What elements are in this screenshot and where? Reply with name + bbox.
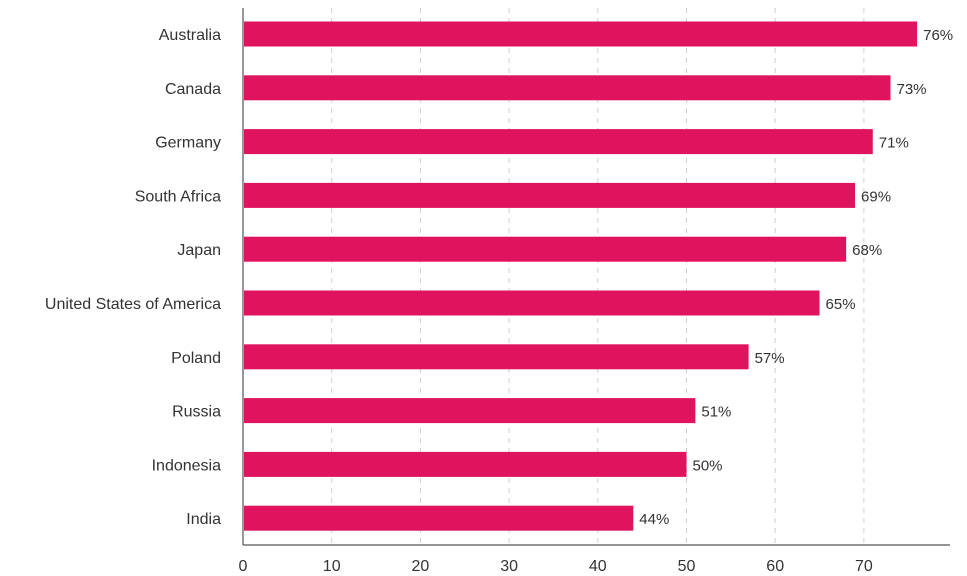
category-label: Russia: [172, 404, 221, 421]
x-tick-label: 70: [855, 558, 873, 575]
bar-canada[interactable]: [244, 75, 891, 101]
bar-australia[interactable]: [244, 21, 918, 47]
data-label: 57%: [755, 350, 785, 367]
x-tick-label: 40: [589, 558, 607, 575]
data-label: 65%: [826, 296, 856, 313]
category-label: India: [186, 511, 221, 528]
bar-germany[interactable]: [244, 129, 873, 155]
data-label: 71%: [879, 135, 909, 152]
category-label: United States of America: [45, 296, 221, 313]
x-tick-label: 10: [323, 558, 341, 575]
data-label: 73%: [897, 81, 927, 98]
bars: Australia 76% Canada 73% Germany 71% South Afr…: [45, 21, 953, 531]
category-label: Indonesia: [152, 457, 221, 474]
x-tick-label: 50: [678, 558, 696, 575]
bar-india[interactable]: [244, 505, 634, 531]
data-label: 76%: [923, 27, 953, 44]
x-tick-label: 30: [500, 558, 518, 575]
bar-poland[interactable]: [244, 344, 749, 370]
x-tick-labels: 0 10 20 30 40 50 60 70: [239, 558, 873, 575]
data-label: 51%: [701, 404, 731, 421]
category-label: Poland: [171, 350, 221, 367]
category-label: Canada: [165, 81, 221, 98]
bar-united-states-of-america[interactable]: [244, 290, 820, 316]
bar-japan[interactable]: [244, 236, 847, 262]
category-label: Australia: [159, 27, 221, 44]
bar-south-africa[interactable]: [244, 182, 856, 208]
x-tick-label: 20: [412, 558, 430, 575]
data-label: 69%: [861, 188, 891, 205]
bar-russia[interactable]: [244, 398, 696, 424]
bar-indonesia[interactable]: [244, 451, 687, 477]
data-label: 68%: [852, 242, 882, 259]
data-label: 44%: [639, 511, 669, 528]
category-label: South Africa: [135, 188, 221, 205]
category-label: Japan: [177, 242, 221, 259]
category-label: Germany: [155, 135, 221, 152]
x-tick-label: 60: [766, 558, 784, 575]
data-label: 50%: [693, 457, 723, 474]
x-tick-label: 0: [239, 558, 248, 575]
